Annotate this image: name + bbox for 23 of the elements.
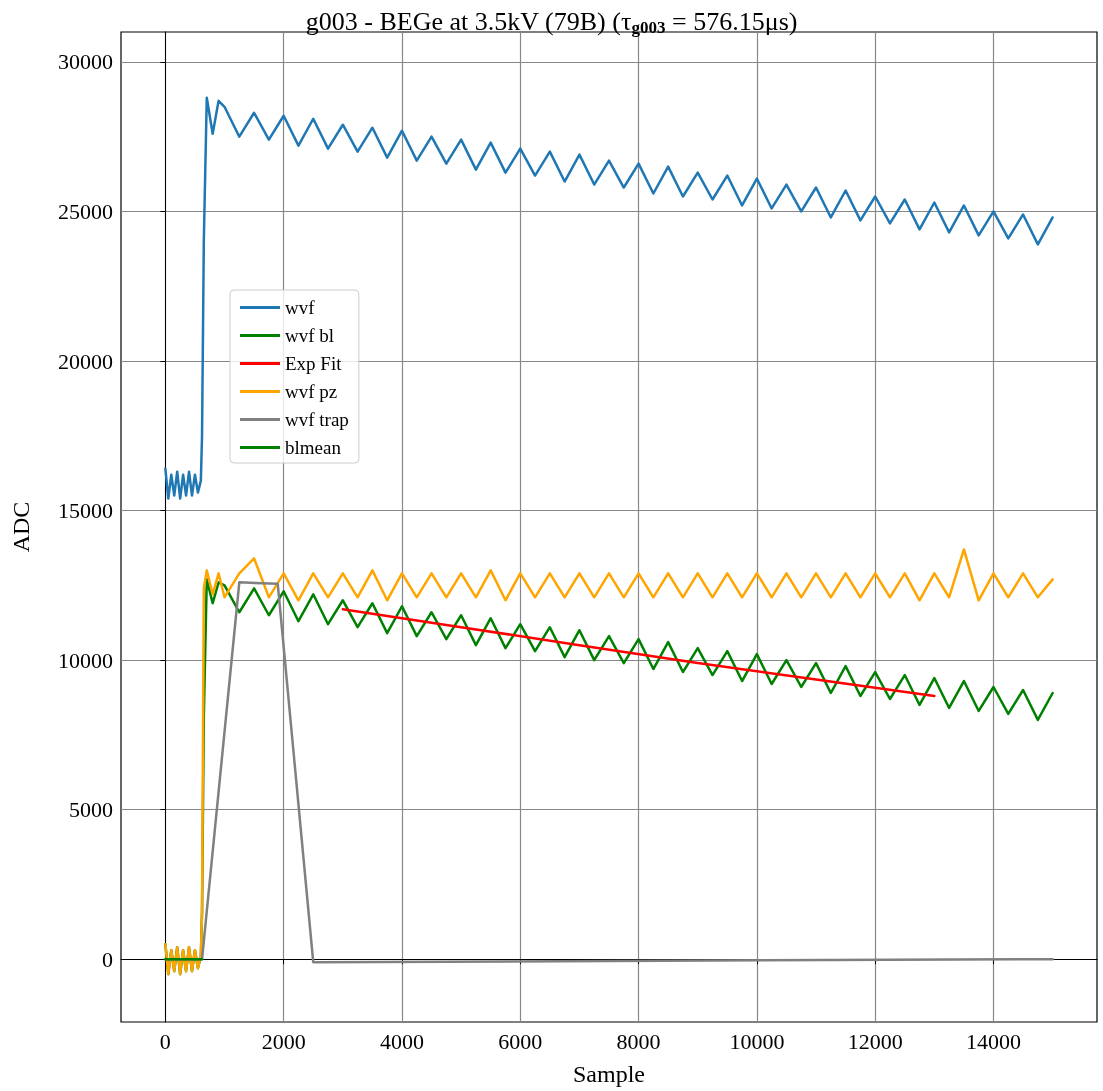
legend-label: Exp Fit [285, 353, 343, 374]
y-tick-label: 25000 [58, 198, 113, 224]
y-axis-title: ADC [8, 501, 34, 553]
y-tick-label: 5000 [69, 797, 113, 823]
x-axis-title: Sample [573, 1061, 645, 1087]
legend-label: blmean [285, 437, 342, 458]
x-tick-label: 10000 [729, 1028, 785, 1054]
x-tick-label: 12000 [847, 1028, 903, 1054]
y-tick-label: 0 [102, 946, 113, 972]
legend-label: wvf pz [285, 381, 338, 402]
y-tick-label: 30000 [58, 49, 113, 75]
x-tick-label: 6000 [498, 1028, 543, 1054]
legend-label: wvf [285, 297, 316, 318]
legend-label: wvf bl [285, 325, 335, 346]
y-tick-label: 10000 [58, 647, 113, 673]
x-tick-label: 0 [159, 1028, 171, 1054]
y-tick-label: 15000 [58, 498, 113, 524]
x-tick-label: 8000 [616, 1028, 661, 1054]
x-tick-label: 4000 [379, 1028, 424, 1054]
x-tick-label: 2000 [261, 1028, 306, 1054]
y-tick-label: 20000 [58, 348, 113, 374]
x-tick-label: 14000 [965, 1028, 1021, 1054]
legend-label: wvf trap [285, 409, 349, 430]
